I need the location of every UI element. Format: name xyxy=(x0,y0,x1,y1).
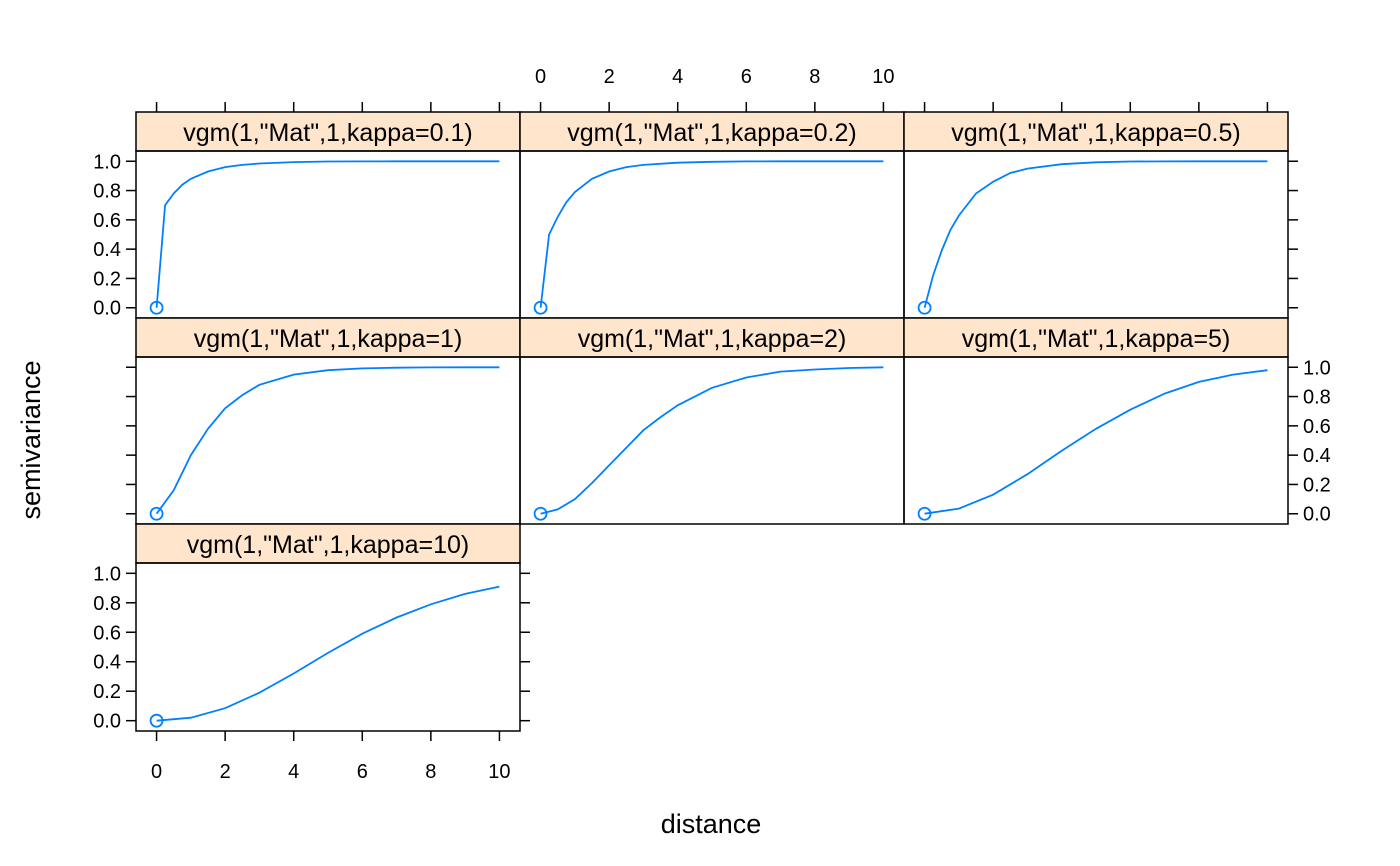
x-tick-label: 8 xyxy=(809,66,820,88)
data-point-marker xyxy=(149,713,164,728)
panel: vgm(1,"Mat",1,kappa=0.5) xyxy=(903,111,1289,319)
x-tick-label: 6 xyxy=(741,66,752,88)
y-tick-label: 0.6 xyxy=(1303,416,1331,438)
data-point-marker xyxy=(149,300,164,315)
x-tick-label: 4 xyxy=(288,761,299,783)
strip-label: vgm(1,"Mat",1,kappa=0.5) xyxy=(951,119,1240,147)
semivariance-curve xyxy=(540,366,884,515)
y-tick-label: 0.4 xyxy=(1303,445,1331,467)
semivariance-curve xyxy=(539,160,884,308)
data-point-marker xyxy=(533,506,548,521)
y-tick-label: 0.8 xyxy=(93,593,121,615)
y-tick-label: 1.0 xyxy=(93,151,121,173)
strip-label: vgm(1,"Mat",1,kappa=0.1) xyxy=(183,119,472,147)
panel-frame xyxy=(135,150,521,319)
data-point-marker xyxy=(149,506,164,521)
x-tick-label: 6 xyxy=(357,761,368,783)
panel-frame xyxy=(903,356,1289,525)
panels-layer: vgm(1,"Mat",1,kappa=0.1) vgm(1,"Mat",1,ka… xyxy=(93,66,1331,783)
y-tick-label: 0.4 xyxy=(93,239,121,261)
panel: vgm(1,"Mat",1,kappa=0.2) xyxy=(519,111,905,319)
strip-label: vgm(1,"Mat",1,kappa=2) xyxy=(578,325,847,353)
strip-background xyxy=(903,317,1289,358)
y-tick-label: 0.8 xyxy=(93,181,121,203)
panel-frame xyxy=(135,562,521,732)
y-tick-label: 0.0 xyxy=(93,298,121,320)
semivariance-curve xyxy=(924,369,1268,515)
strip-background xyxy=(135,111,521,152)
x-tick-label: 4 xyxy=(672,66,683,88)
panel: vgm(1,"Mat",1,kappa=1) xyxy=(135,317,521,525)
semivariance-curve xyxy=(155,366,500,515)
panel-frame xyxy=(903,150,1289,319)
strip-label: vgm(1,"Mat",1,kappa=1) xyxy=(194,325,463,353)
x-tick-label: 0 xyxy=(535,66,546,88)
data-point-marker xyxy=(917,300,932,315)
x-tick-label: 10 xyxy=(488,761,510,783)
y-tick-label: 1.0 xyxy=(93,563,121,585)
panel-frame xyxy=(519,356,905,525)
panel: vgm(1,"Mat",1,kappa=5) xyxy=(903,317,1289,525)
semivariance-curve xyxy=(155,160,500,308)
y-tick-label: 1.0 xyxy=(1303,357,1331,379)
data-point-marker xyxy=(917,506,932,521)
x-axis-title: distance xyxy=(661,809,762,839)
panel-frame xyxy=(519,150,905,319)
strip-label: vgm(1,"Mat",1,kappa=10) xyxy=(187,531,469,559)
panel: vgm(1,"Mat",1,kappa=2) xyxy=(519,317,905,525)
x-tick-label: 10 xyxy=(872,66,894,88)
x-tick-label: 0 xyxy=(151,761,162,783)
y-tick-label: 0.2 xyxy=(93,268,121,290)
strip-background xyxy=(519,317,905,358)
y-tick-label: 0.6 xyxy=(93,622,121,644)
strip-label: vgm(1,"Mat",1,kappa=5) xyxy=(962,325,1231,353)
x-tick-label: 2 xyxy=(220,761,231,783)
x-tick-label: 2 xyxy=(604,66,615,88)
panel: vgm(1,"Mat",1,kappa=0.1) xyxy=(135,111,521,319)
semivariance-curve xyxy=(156,585,500,722)
y-tick-label: 0.0 xyxy=(1303,504,1331,526)
panel: vgm(1,"Mat",1,kappa=10) xyxy=(135,523,521,732)
strip-background xyxy=(135,523,521,564)
panel-frame xyxy=(135,356,521,525)
y-tick-label: 0.2 xyxy=(93,681,121,703)
y-axis-title: semivariance xyxy=(16,360,46,519)
y-tick-label: 0.2 xyxy=(1303,474,1331,496)
strip-background xyxy=(519,111,905,152)
y-tick-label: 0.0 xyxy=(93,711,121,733)
data-point-marker xyxy=(533,300,548,315)
strip-background xyxy=(903,111,1289,152)
y-tick-label: 0.8 xyxy=(1303,387,1331,409)
strip-background xyxy=(135,317,521,358)
strip-label: vgm(1,"Mat",1,kappa=0.2) xyxy=(567,119,856,147)
semivariance-curve xyxy=(923,160,1268,308)
y-tick-label: 0.4 xyxy=(93,652,121,674)
y-tick-label: 0.6 xyxy=(93,210,121,232)
x-tick-label: 8 xyxy=(425,761,436,783)
